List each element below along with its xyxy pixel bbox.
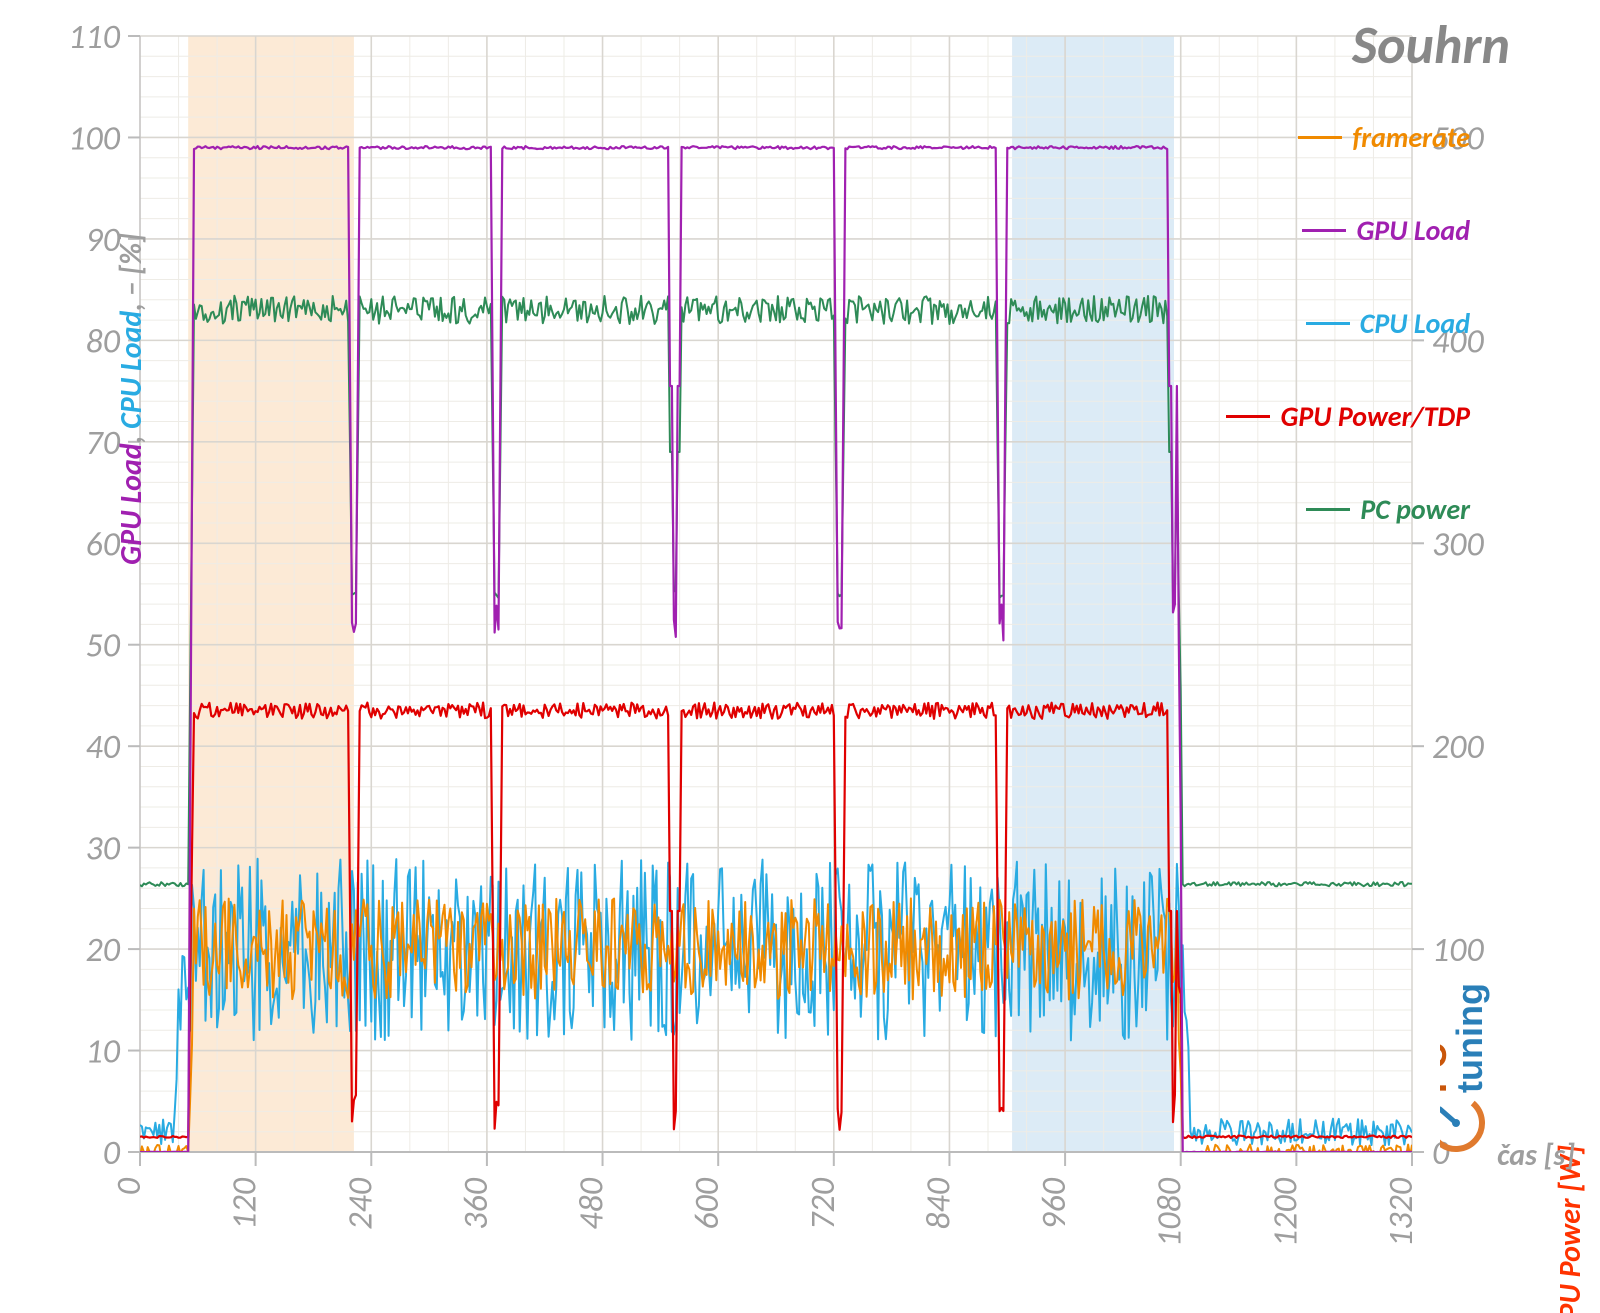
left-tick-label: 20 [86, 930, 121, 971]
left-tick-label: 70 [86, 423, 121, 464]
left-tick-label: 40 [86, 727, 121, 768]
left-tick-label: 10 [86, 1032, 121, 1073]
chart-svg: 0120240360480600720840960108012001320010… [0, 0, 1600, 1313]
left-tick-label: 30 [86, 829, 121, 870]
left-tick-label: 80 [86, 321, 121, 362]
left-tick-label: 0 [103, 1133, 121, 1174]
left-tick-label: 90 [86, 220, 121, 261]
x-tick-label: 1080 [1150, 1177, 1191, 1247]
left-tick-label: 110 [68, 17, 120, 58]
right-tick-label: 400 [1432, 321, 1484, 362]
x-tick-label: 360 [456, 1177, 497, 1229]
right-tick-label: 300 [1432, 524, 1484, 565]
x-tick-label: 240 [340, 1177, 381, 1229]
x-tick-label: 1320 [1381, 1177, 1422, 1247]
right-tick-label: 500 [1432, 118, 1484, 159]
x-tick-label: 0 [109, 1177, 150, 1195]
right-tick-label: 200 [1432, 727, 1484, 768]
x-tick-label: 120 [225, 1177, 266, 1229]
right-tick-label: 0 [1432, 1133, 1450, 1174]
left-tick-label: 50 [86, 626, 121, 667]
x-tick-label: 960 [1034, 1177, 1075, 1229]
left-tick-label: 60 [86, 524, 121, 565]
x-tick-label: 840 [918, 1177, 959, 1229]
x-tick-label: 600 [687, 1177, 728, 1229]
x-tick-label: 720 [803, 1177, 844, 1229]
chart-container: Souhrn 012024036048060072084096010801200… [0, 0, 1600, 1313]
right-tick-label: 100 [1432, 930, 1484, 971]
left-tick-label: 100 [68, 118, 120, 159]
x-tick-label: 1200 [1265, 1177, 1306, 1247]
x-tick-label: 480 [572, 1177, 613, 1229]
